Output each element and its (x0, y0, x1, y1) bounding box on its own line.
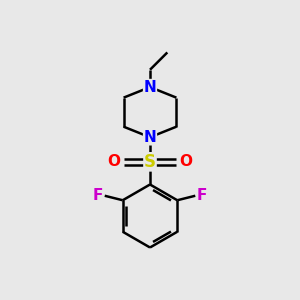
Text: S: S (144, 153, 156, 171)
Text: N: N (144, 130, 156, 145)
Text: F: F (93, 188, 103, 203)
Text: F: F (197, 188, 207, 203)
Text: O: O (179, 154, 193, 169)
Text: N: N (144, 80, 156, 94)
Text: O: O (107, 154, 121, 169)
